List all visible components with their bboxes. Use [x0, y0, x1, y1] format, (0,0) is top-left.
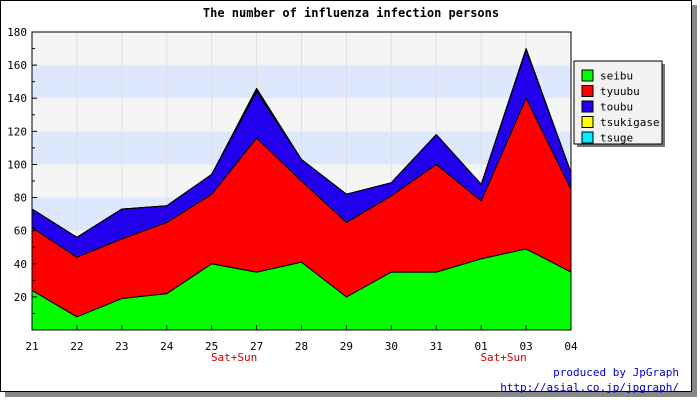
y-tick-label: 80 — [14, 192, 27, 205]
x-tick-label: 03 — [519, 340, 532, 353]
legend-swatch-toubu — [581, 100, 594, 113]
x-tick-label: 23 — [115, 340, 128, 353]
y-tick-label: 180 — [7, 26, 27, 39]
legend-label-tsukigase: tsukigase — [600, 116, 660, 129]
x-tick-label: 28 — [295, 340, 308, 353]
y-tick-label: 160 — [7, 59, 27, 72]
axes: 20 40 60 80 100 120 140 160 180 21 22 23 24 25 27 28 29 3… — [7, 26, 578, 364]
x-tick-label: 21 — [25, 340, 38, 353]
legend-label-tyuubu: tyuubu — [600, 85, 640, 98]
y-tick-label: 120 — [7, 125, 27, 138]
legend-swatch-tsuge — [581, 131, 594, 144]
x-tick-label: 25 — [205, 340, 218, 353]
legend: seibu tyuubu toubu tsukigase tsuge — [573, 60, 665, 147]
area-chart: The number of influenza infection person… — [7, 6, 665, 364]
legend-swatch-tyuubu — [581, 85, 594, 97]
legend-label-toubu: toubu — [600, 101, 633, 114]
y-tick-label: 60 — [14, 225, 27, 238]
chart-frame: The number of influenza infection person… — [0, 0, 692, 394]
legend-swatch-tsukigase — [581, 116, 594, 128]
x-tick-label: 27 — [250, 340, 263, 353]
x-tick-label: 01 — [475, 340, 488, 353]
y-tick-label: 20 — [14, 291, 27, 304]
y-tick-label: 100 — [7, 158, 27, 171]
y-tick-label: 140 — [7, 92, 27, 105]
weekend-marker-label: Sat+Sun — [211, 351, 257, 364]
legend-swatch-seibu — [581, 69, 594, 82]
x-tick-label: 22 — [70, 340, 83, 353]
x-tick-label: 30 — [385, 340, 398, 353]
x-tick-label: 29 — [340, 340, 353, 353]
weekend-marker-label: Sat+Sun — [480, 351, 526, 364]
x-tick-label: 24 — [160, 340, 174, 353]
y-tick-label: 40 — [14, 258, 27, 271]
credit-line: produced by JpGraph — [553, 366, 679, 379]
credit-url[interactable]: http://asial.co.jp/jpgraph/ — [500, 381, 679, 394]
x-tick-label: 04 — [564, 340, 578, 353]
chart-title: The number of influenza infection person… — [203, 6, 499, 20]
x-tick-label: 31 — [430, 340, 443, 353]
legend-label-tsuge: tsuge — [600, 132, 633, 145]
legend-label-seibu: seibu — [600, 70, 633, 83]
